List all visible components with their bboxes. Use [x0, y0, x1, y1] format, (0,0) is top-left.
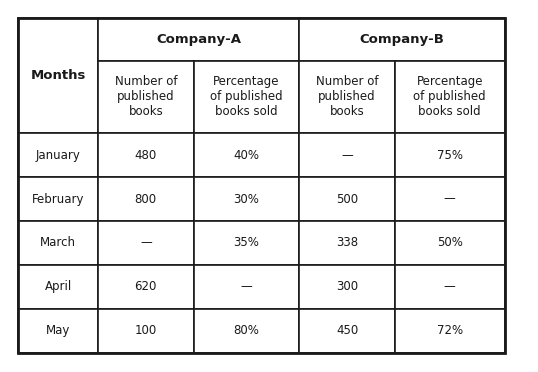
Text: 100: 100 — [134, 324, 157, 337]
Bar — [395, 177, 505, 221]
Bar — [98, 177, 194, 221]
Bar — [299, 309, 395, 353]
Bar — [18, 177, 98, 221]
Text: 500: 500 — [336, 193, 358, 205]
Bar — [18, 221, 98, 265]
Text: —: — — [444, 193, 456, 205]
Text: —: — — [341, 149, 353, 161]
Text: 450: 450 — [336, 324, 358, 337]
Text: February: February — [32, 193, 84, 205]
Bar — [299, 61, 395, 133]
Text: 80%: 80% — [233, 324, 259, 337]
Bar — [194, 177, 299, 221]
Text: May: May — [46, 324, 70, 337]
Text: Percentage
of published
books sold: Percentage of published books sold — [414, 76, 486, 118]
Bar — [395, 265, 505, 309]
Bar — [395, 309, 505, 353]
Bar — [395, 133, 505, 177]
Text: 338: 338 — [336, 237, 358, 249]
Bar — [18, 18, 98, 133]
Text: —: — — [240, 280, 252, 293]
Bar — [299, 133, 395, 177]
Text: 300: 300 — [336, 280, 358, 293]
Bar — [98, 133, 194, 177]
Text: 50%: 50% — [437, 237, 463, 249]
Bar — [18, 133, 98, 177]
Text: 800: 800 — [134, 193, 157, 205]
Text: 620: 620 — [134, 280, 157, 293]
Bar — [299, 177, 395, 221]
Bar — [18, 18, 505, 353]
Text: 30%: 30% — [233, 193, 259, 205]
Text: 35%: 35% — [233, 237, 259, 249]
Bar — [299, 265, 395, 309]
Text: January: January — [36, 149, 81, 161]
Bar — [299, 18, 505, 61]
Bar — [98, 18, 299, 61]
Bar — [18, 309, 98, 353]
Text: —: — — [444, 280, 456, 293]
Text: 72%: 72% — [437, 324, 463, 337]
Bar — [98, 309, 194, 353]
Bar — [194, 221, 299, 265]
Text: April: April — [45, 280, 72, 293]
Text: Number of
published
books: Number of published books — [115, 76, 177, 118]
Bar — [194, 133, 299, 177]
Bar — [98, 265, 194, 309]
Bar — [395, 221, 505, 265]
Text: 40%: 40% — [233, 149, 259, 161]
Text: 480: 480 — [134, 149, 157, 161]
Bar — [194, 61, 299, 133]
Text: Company-B: Company-B — [359, 33, 444, 46]
Bar — [299, 221, 395, 265]
Bar — [98, 221, 194, 265]
Text: —: — — [140, 237, 152, 249]
Bar — [18, 265, 98, 309]
Bar — [98, 61, 194, 133]
Bar — [194, 265, 299, 309]
Text: Percentage
of published
books sold: Percentage of published books sold — [210, 76, 282, 118]
Text: March: March — [40, 237, 76, 249]
Bar — [395, 61, 505, 133]
Text: Company-A: Company-A — [156, 33, 241, 46]
Text: Number of
published
books: Number of published books — [316, 76, 378, 118]
Text: Months: Months — [31, 69, 86, 82]
Bar — [194, 309, 299, 353]
Text: 75%: 75% — [437, 149, 463, 161]
